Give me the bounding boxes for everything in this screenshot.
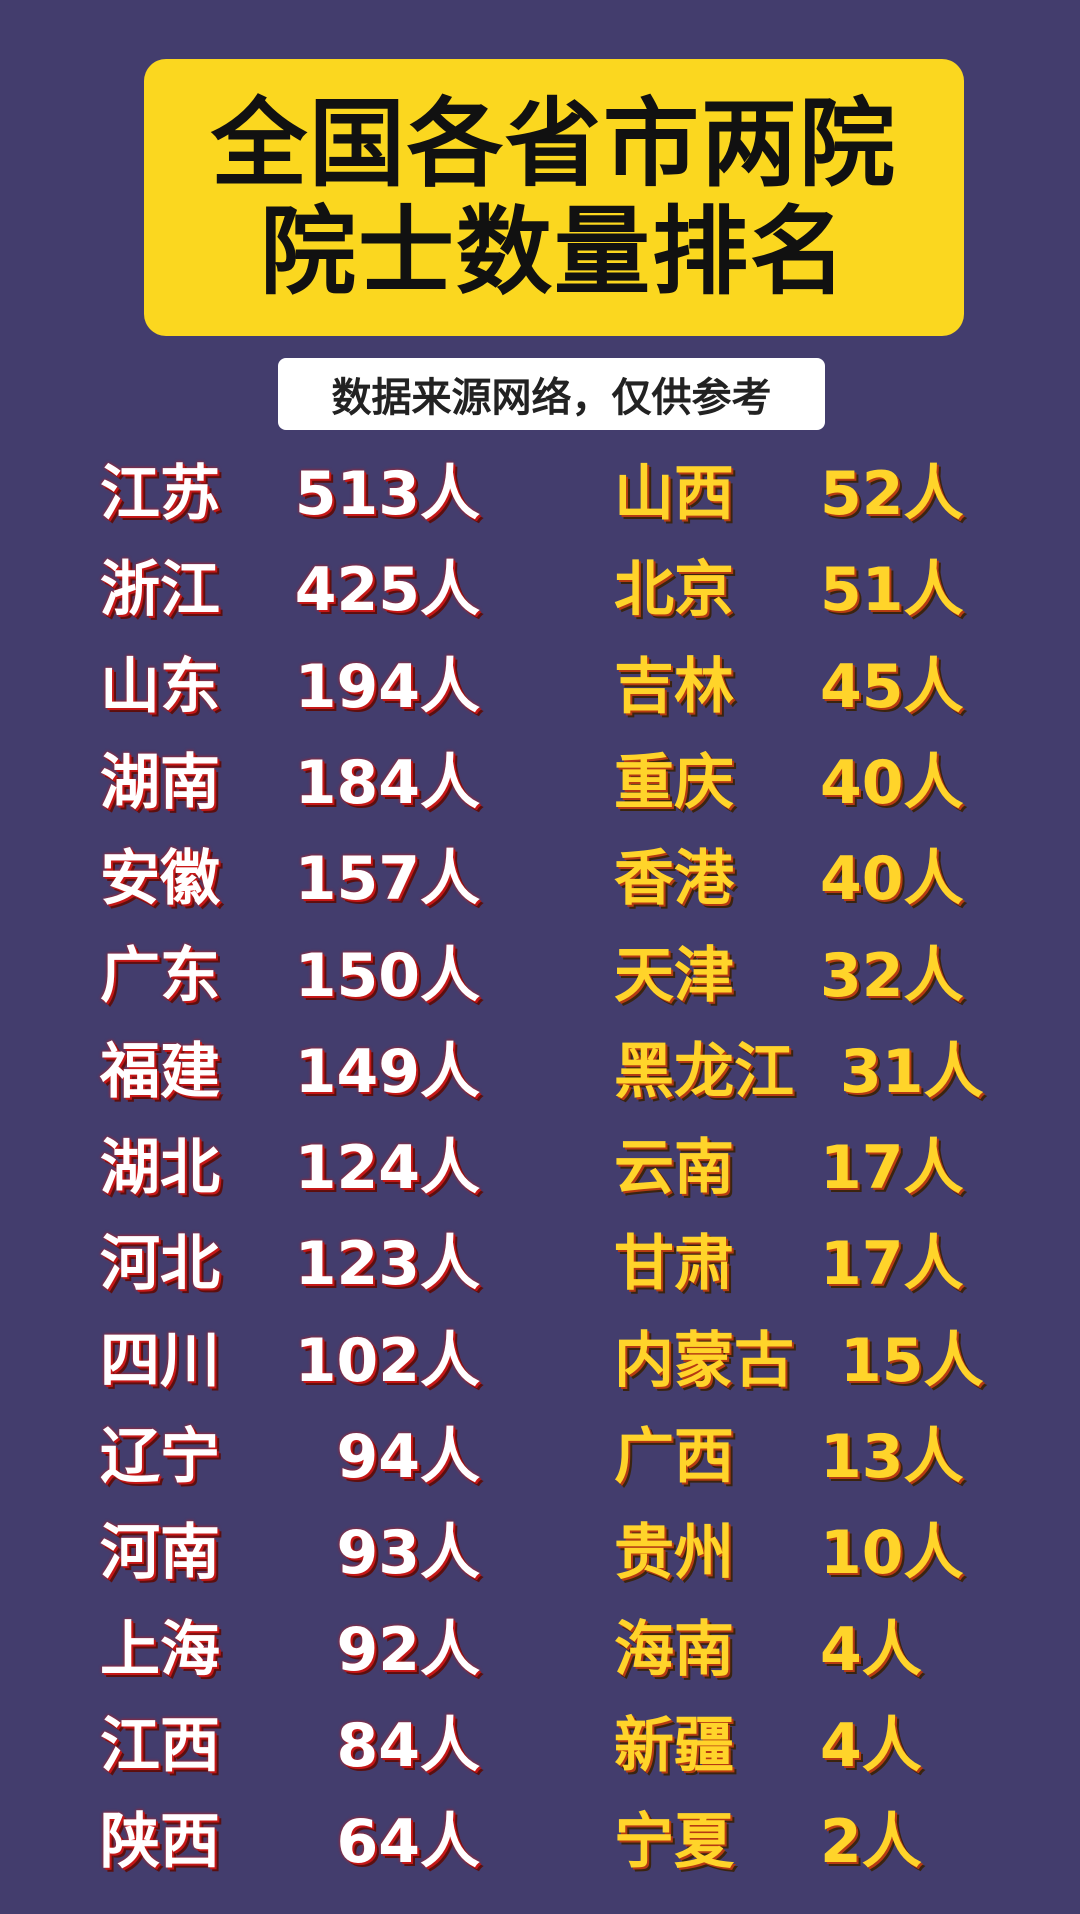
province-name: 上海 bbox=[100, 1614, 220, 1685]
province-name: 贵州 bbox=[614, 1518, 734, 1589]
province-name: 新疆 bbox=[614, 1710, 734, 1781]
province-name: 福建 bbox=[100, 1036, 220, 1107]
province-name: 广西 bbox=[614, 1422, 734, 1492]
academician-count: 150人 bbox=[294, 940, 480, 1011]
academician-count: 10人 bbox=[820, 1518, 964, 1589]
province-name: 云南 bbox=[614, 1133, 734, 1204]
province-name: 重庆 bbox=[614, 747, 734, 818]
academician-count: 64人 bbox=[336, 1807, 481, 1878]
academician-count: 94人 bbox=[336, 1422, 481, 1492]
ranking-row: 福建 149人 bbox=[100, 1032, 480, 1112]
academician-count: 31人 bbox=[840, 1036, 984, 1107]
ranking-row: 湖南 184人 bbox=[100, 743, 480, 823]
ranking-row: 天津 32人 bbox=[614, 936, 1054, 1016]
province-name: 浙江 bbox=[100, 555, 220, 626]
ranking-row: 宁夏 2人 bbox=[614, 1802, 1054, 1882]
academician-count: 123人 bbox=[294, 1229, 480, 1300]
ranking-row: 安徽 157人 bbox=[100, 839, 480, 919]
province-name: 安徽 bbox=[100, 844, 220, 915]
ranking-row: 上海 92人 bbox=[100, 1610, 480, 1690]
province-name: 内蒙古 bbox=[614, 1325, 794, 1396]
academician-count: 102人 bbox=[294, 1325, 480, 1396]
province-name: 河南 bbox=[100, 1518, 220, 1589]
ranking-row: 黑龙江 31人 bbox=[614, 1032, 1054, 1112]
ranking-row: 江西 84人 bbox=[100, 1706, 480, 1786]
ranking-row: 海南 4人 bbox=[614, 1610, 1054, 1690]
academician-count: 32人 bbox=[820, 940, 964, 1011]
subtitle: 数据来源网络，仅供参考 bbox=[278, 358, 825, 430]
province-name: 天津 bbox=[614, 940, 734, 1011]
province-name: 江苏 bbox=[100, 459, 220, 529]
academician-count: 194人 bbox=[294, 651, 480, 722]
academician-count: 40人 bbox=[820, 747, 964, 818]
academician-count: 17人 bbox=[820, 1133, 964, 1204]
province-name: 湖北 bbox=[100, 1133, 220, 1204]
title-line: 院士数量排名 bbox=[260, 195, 848, 308]
title-box: 全国各省市两院 院士数量排名 bbox=[144, 59, 964, 336]
academician-count: 4人 bbox=[820, 1710, 922, 1781]
ranking-row: 湖北 124人 bbox=[100, 1128, 480, 1208]
ranking-row: 北京 51人 bbox=[614, 550, 1054, 630]
ranking-row: 新疆 4人 bbox=[614, 1706, 1054, 1786]
academician-count: 149人 bbox=[294, 1036, 480, 1107]
academician-count: 17人 bbox=[820, 1229, 964, 1300]
academician-count: 93人 bbox=[336, 1518, 481, 1589]
ranking-row: 广东 150人 bbox=[100, 936, 480, 1016]
province-name: 江西 bbox=[100, 1710, 220, 1781]
province-name: 香港 bbox=[614, 844, 734, 915]
province-name: 山西 bbox=[614, 459, 734, 529]
academician-count: 2人 bbox=[820, 1807, 922, 1878]
academician-count: 513人 bbox=[294, 459, 480, 529]
academician-count: 92人 bbox=[336, 1614, 481, 1685]
province-name: 吉林 bbox=[614, 651, 734, 722]
ranking-row: 广西 13人 bbox=[614, 1417, 1054, 1497]
ranking-row: 香港 40人 bbox=[614, 839, 1054, 919]
academician-count: 124人 bbox=[294, 1133, 480, 1204]
province-name: 海南 bbox=[614, 1614, 734, 1685]
province-name: 陕西 bbox=[100, 1807, 220, 1878]
title-line: 全国各省市两院 bbox=[211, 87, 897, 200]
province-name: 甘肃 bbox=[614, 1229, 734, 1300]
ranking-row: 陕西 64人 bbox=[100, 1802, 480, 1882]
province-name: 北京 bbox=[614, 555, 734, 626]
academician-count: 4人 bbox=[820, 1614, 922, 1685]
province-name: 辽宁 bbox=[100, 1422, 220, 1492]
academician-count: 52人 bbox=[820, 459, 964, 529]
academician-count: 40人 bbox=[820, 844, 964, 915]
ranking-row: 甘肃 17人 bbox=[614, 1224, 1054, 1304]
ranking-row: 内蒙古 15人 bbox=[614, 1321, 1054, 1401]
province-name: 河北 bbox=[100, 1229, 220, 1300]
ranking-row: 贵州 10人 bbox=[614, 1513, 1054, 1593]
academician-count: 184人 bbox=[294, 747, 480, 818]
academician-count: 45人 bbox=[820, 651, 964, 722]
academician-count: 84人 bbox=[336, 1710, 481, 1781]
academician-count: 157人 bbox=[294, 844, 480, 915]
province-name: 广东 bbox=[100, 940, 220, 1011]
ranking-row: 辽宁 94人 bbox=[100, 1417, 480, 1497]
province-name: 山东 bbox=[100, 651, 220, 722]
ranking-row: 江苏 513人 bbox=[100, 454, 480, 534]
academician-count: 425人 bbox=[294, 555, 480, 626]
ranking-row: 四川 102人 bbox=[100, 1321, 480, 1401]
academician-count: 51人 bbox=[820, 555, 964, 626]
province-name: 宁夏 bbox=[614, 1807, 734, 1878]
ranking-row: 河北 123人 bbox=[100, 1224, 480, 1304]
ranking-row: 山东 194人 bbox=[100, 647, 480, 727]
province-name: 四川 bbox=[100, 1325, 220, 1396]
ranking-row: 吉林 45人 bbox=[614, 647, 1054, 727]
academician-count: 15人 bbox=[840, 1325, 984, 1396]
ranking-row: 重庆 40人 bbox=[614, 743, 1054, 823]
ranking-row: 山西 52人 bbox=[614, 454, 1054, 534]
ranking-row: 浙江 425人 bbox=[100, 550, 480, 630]
province-name: 黑龙江 bbox=[614, 1036, 794, 1107]
academician-count: 13人 bbox=[820, 1422, 964, 1492]
ranking-row: 云南 17人 bbox=[614, 1128, 1054, 1208]
ranking-row: 河南 93人 bbox=[100, 1513, 480, 1593]
province-name: 湖南 bbox=[100, 747, 220, 818]
